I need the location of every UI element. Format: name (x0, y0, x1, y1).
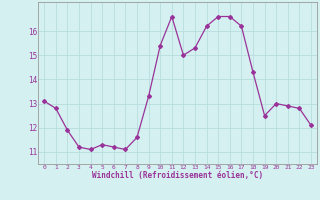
X-axis label: Windchill (Refroidissement éolien,°C): Windchill (Refroidissement éolien,°C) (92, 171, 263, 180)
